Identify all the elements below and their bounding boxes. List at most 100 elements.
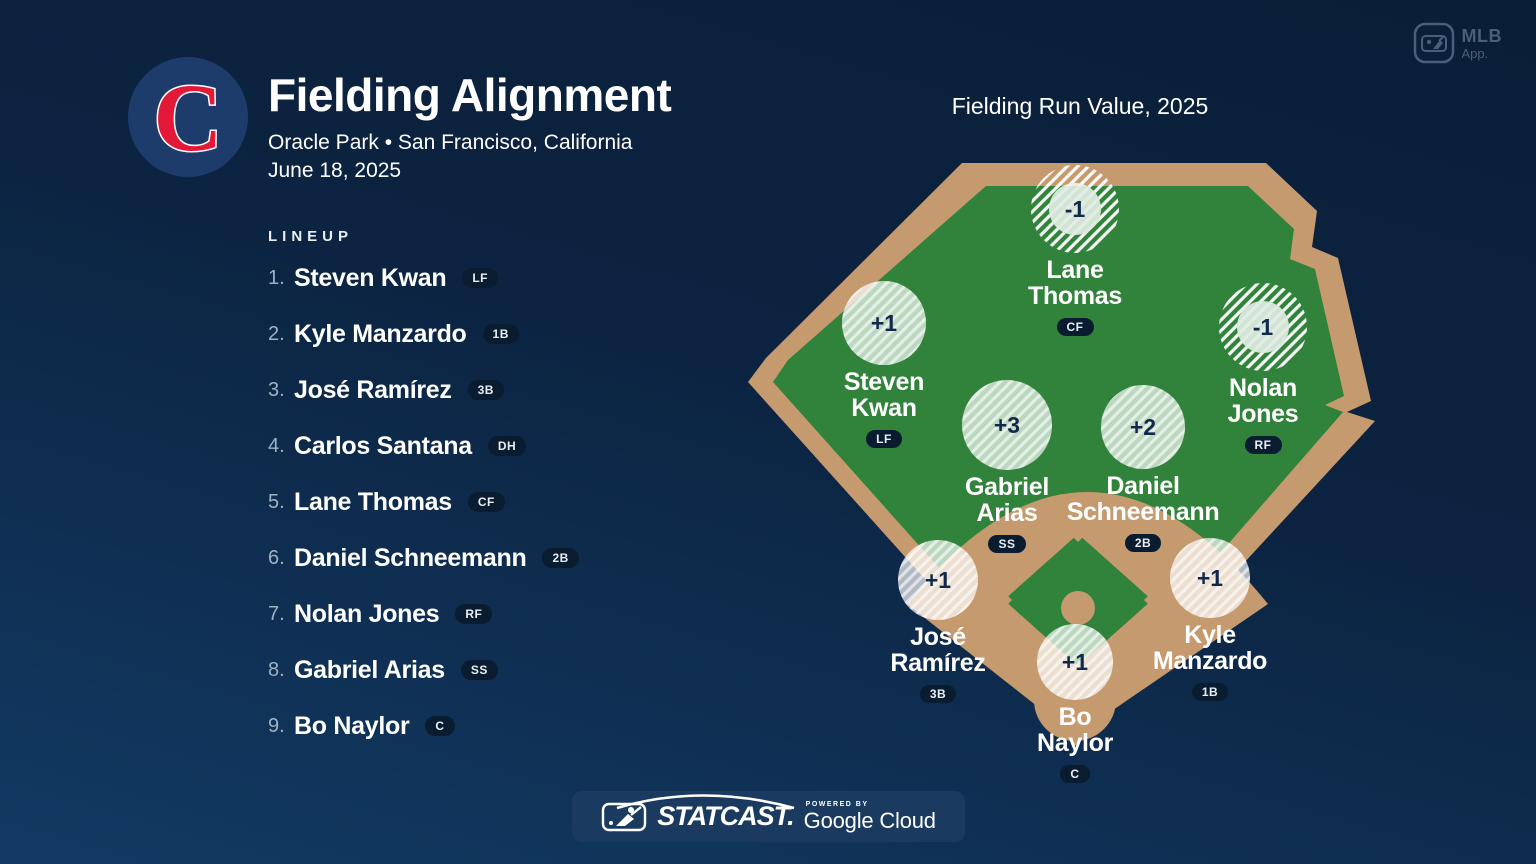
lineup-header: LINEUP: [268, 228, 354, 245]
lineup-row: 1. Steven Kwan LF: [268, 250, 728, 306]
position-badge: LF: [462, 268, 498, 288]
position-badge: 3B: [919, 684, 957, 704]
lineup-row: 8. Gabriel Arias SS: [268, 642, 728, 698]
second-base: [1070, 526, 1086, 542]
position-badge: CF: [1056, 317, 1094, 337]
lineup-player-name: Carlos Santana: [294, 431, 472, 460]
fielder-first-name: Bo: [1058, 703, 1092, 731]
lineup-order: 2.: [268, 322, 285, 345]
team-logo-letter: C: [153, 64, 222, 171]
lineup-order: 9.: [268, 714, 285, 737]
fielder-name-c: Bo Naylor C: [960, 703, 1190, 784]
fielder-first-name: Lane: [1046, 256, 1104, 284]
lineup-list: 1. Steven Kwan LF 2. Kyle Manzardo 1B 3. José R…: [268, 250, 728, 754]
ballpark-svg: [748, 163, 1375, 746]
position-badge: RF: [455, 604, 493, 624]
mlb-app-label: MLB: [1461, 25, 1502, 46]
fielder-marker-2b: [1101, 385, 1185, 469]
lineup-player-name: Nolan Jones: [294, 599, 440, 628]
position-badge: 3B: [467, 380, 504, 400]
fielding-run-value-rf: -1: [1252, 314, 1274, 340]
lineup-order: 5.: [268, 490, 285, 513]
fielder-last-name: Jones: [1227, 400, 1299, 429]
fielder-first-name: Steven: [843, 368, 925, 396]
lineup-player-name: Lane Thomas: [294, 487, 452, 516]
lineup-row: 7. Nolan Jones RF: [268, 586, 728, 642]
position-badge: DH: [487, 436, 527, 456]
fielder-last-name: Arias: [976, 499, 1038, 528]
fielder-last-name: Naylor: [1036, 729, 1113, 758]
statcast-wordmark: STATCAST.: [657, 801, 794, 831]
third-base: [996, 592, 1012, 608]
lineup-row: 6. Daniel Schneemann 2B: [268, 530, 728, 586]
fielder-marker-lf: [842, 281, 926, 365]
fielder-marker-ss: [962, 380, 1052, 470]
lineup-player-name: Bo Naylor: [294, 711, 410, 740]
lineup-player-name: José Ramírez: [294, 375, 452, 404]
field-title: Fielding Run Value, 2025: [951, 93, 1209, 119]
fielding-run-value-c: +1: [1061, 649, 1089, 675]
lineup-order: 7.: [268, 602, 285, 625]
fielder-name-lf: Steven Kwan LF: [769, 368, 999, 449]
position-badge: 2B: [1124, 533, 1162, 553]
lineup-order: 3.: [268, 378, 285, 401]
lineup-player-name: Steven Kwan: [294, 263, 447, 292]
fielder-first-name: José: [910, 623, 966, 651]
mlb-app-icon: [1413, 22, 1454, 64]
fielder-name-ss: Gabriel Arias SS: [892, 473, 1122, 554]
fielder-name-3b: José Ramírez 3B: [823, 623, 1053, 704]
statcast-footer-bar: STATCAST. POWERED BY Google Cloud: [572, 791, 965, 842]
fielder-marker-3b: [898, 540, 978, 620]
date-line: June 18, 2025: [268, 159, 402, 182]
fielder-first-name: Nolan: [1229, 374, 1297, 402]
mlb-logo-icon: [601, 802, 647, 831]
pitcher-mound: [1061, 591, 1095, 625]
first-base: [1144, 592, 1160, 608]
fielder-first-name: Gabriel: [964, 473, 1050, 501]
fielder-name-2b: Daniel Schneemann 2B: [1028, 472, 1258, 553]
fielder-last-name: Manzardo: [1152, 647, 1268, 676]
lineup-row: 5. Lane Thomas CF: [268, 474, 728, 530]
position-badge: RF: [1244, 435, 1282, 455]
page-title: Fielding Alignment: [268, 69, 672, 121]
fielder-last-name: Ramírez: [890, 649, 986, 678]
powered-by-label: POWERED BY: [805, 801, 869, 808]
lineup-order: 6.: [268, 546, 285, 569]
position-badge: 1B: [482, 324, 519, 344]
fielder-name-1b: Kyle Manzardo 1B: [1095, 621, 1325, 702]
fielding-run-value-cf: -1: [1064, 196, 1086, 222]
position-badge: C: [425, 716, 455, 736]
fielder-first-name: Kyle: [1184, 621, 1236, 649]
lineup-order: 8.: [268, 658, 285, 681]
position-badge: SS: [460, 660, 498, 680]
fielder-last-name: Thomas: [1027, 282, 1123, 311]
position-badge: SS: [988, 534, 1026, 554]
fielding-run-value-3b: +1: [924, 567, 952, 593]
lineup-row: 9. Bo Naylor C: [268, 698, 728, 754]
fielder-marker-1b: [1170, 538, 1250, 618]
fielder-last-name: Schneemann: [1066, 498, 1220, 527]
fielding-run-value-2b: +2: [1129, 414, 1157, 440]
fielder-first-name: Daniel: [1106, 472, 1180, 500]
fielder-last-name: Kwan: [851, 394, 917, 423]
position-badge: CF: [467, 492, 505, 512]
google-cloud-wordmark: Google Cloud: [803, 808, 936, 833]
lineup-row: 2. Kyle Manzardo 1B: [268, 306, 728, 362]
fielder-marker-rf: [1219, 283, 1307, 371]
fielder-marker-cf: [1031, 165, 1119, 253]
lineup-player-name: Daniel Schneemann: [294, 543, 527, 572]
fielding-run-value-ss: +3: [993, 412, 1021, 438]
position-badge: 2B: [542, 548, 579, 568]
mlb-app-badge: MLB App.: [1413, 22, 1503, 64]
fielding-run-value-lf: +1: [870, 310, 898, 336]
team-logo: C: [128, 57, 248, 177]
fielder-name-cf: Lane Thomas CF: [960, 256, 1190, 337]
fielder-marker-c: [1037, 624, 1113, 700]
position-badge: 1B: [1191, 682, 1229, 702]
lineup-order: 4.: [268, 434, 285, 457]
venue-line: Oracle Park • San Francisco, California: [268, 131, 633, 154]
lineup-row: 3. José Ramírez 3B: [268, 362, 728, 418]
fielder-name-rf: Nolan Jones RF: [1148, 374, 1378, 455]
lineup-row: 4. Carlos Santana DH: [268, 418, 728, 474]
lineup-player-name: Gabriel Arias: [294, 655, 445, 684]
